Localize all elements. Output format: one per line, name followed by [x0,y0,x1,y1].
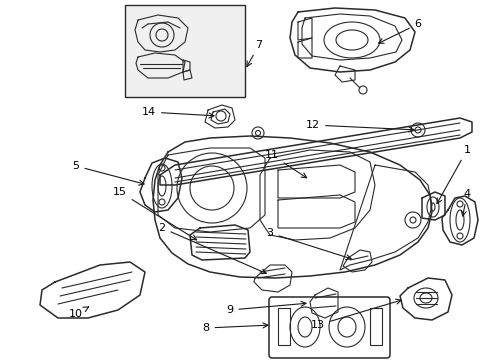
FancyBboxPatch shape [125,5,244,97]
Text: 10: 10 [69,307,88,319]
Text: 12: 12 [305,120,413,132]
Text: 1: 1 [436,145,469,203]
Text: 2: 2 [158,223,266,274]
Text: 14: 14 [142,107,214,118]
Text: 4: 4 [460,189,469,216]
Text: 9: 9 [226,301,305,315]
Text: 11: 11 [264,150,306,178]
Text: 5: 5 [72,161,144,185]
Text: 7: 7 [246,40,262,67]
Text: 13: 13 [310,299,400,330]
Text: 3: 3 [266,228,350,260]
Text: 15: 15 [113,187,196,240]
Text: 6: 6 [378,19,421,43]
Text: 8: 8 [202,323,267,333]
FancyBboxPatch shape [268,297,389,358]
